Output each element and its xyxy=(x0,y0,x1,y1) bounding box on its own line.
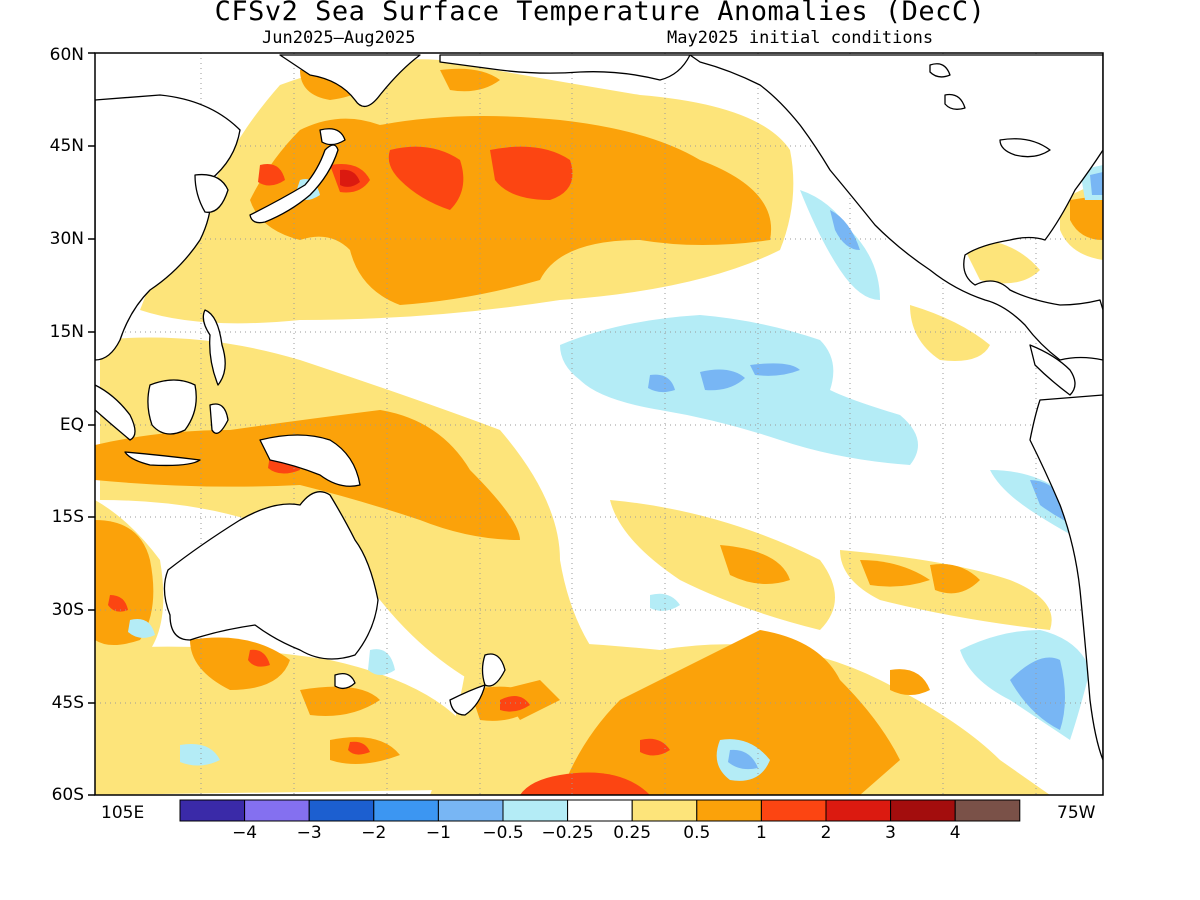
hokkaido-land xyxy=(319,128,346,146)
colorbar-label: 0.25 xyxy=(613,823,652,843)
alaska-land xyxy=(439,54,691,81)
lat-label-60s: 60S xyxy=(51,785,84,805)
colorbar-label: −4 xyxy=(232,823,258,843)
lon-label-west: 105E xyxy=(101,803,145,823)
java-land xyxy=(124,451,201,467)
sumatra-land xyxy=(95,384,136,441)
initial-conditions: May2025 initial conditions xyxy=(667,28,934,48)
colorbar-label: 0.5 xyxy=(683,823,711,843)
new-zealand-north-land xyxy=(481,653,506,687)
anomaly-hot xyxy=(108,80,1060,795)
colorbar xyxy=(179,799,1021,822)
colorbar-label: −0.5 xyxy=(482,823,524,843)
colorbar-label: 2 xyxy=(820,823,832,843)
central-america-land xyxy=(1029,344,1076,396)
north-america-land xyxy=(689,54,1103,361)
great-lakes xyxy=(999,138,1051,158)
sulawesi-land xyxy=(209,403,229,434)
south-america-land xyxy=(1029,394,1103,761)
borneo-land xyxy=(147,379,197,435)
asia-mainland-land xyxy=(95,94,241,361)
australia-land xyxy=(163,491,379,660)
colorbar-swatch xyxy=(244,799,310,822)
colorbar-label: −1 xyxy=(425,823,451,843)
colorbar-label: 4 xyxy=(949,823,961,843)
new-guinea-land xyxy=(259,434,361,487)
colorbar-swatch xyxy=(954,799,1021,822)
coastlines xyxy=(95,54,1103,761)
lat-label-15n: 15N xyxy=(49,322,84,342)
colorbar-swatch xyxy=(696,799,762,822)
colorbar-label: −2 xyxy=(361,823,387,843)
lat-label-15s: 15S xyxy=(51,507,84,527)
colorbar-swatch xyxy=(890,799,956,822)
lat-label-45s: 45S xyxy=(51,693,84,713)
colorbar-label: −3 xyxy=(296,823,322,843)
colorbar-label: 1 xyxy=(755,823,767,843)
colorbar-label: −0.25 xyxy=(541,823,594,843)
philippines-land xyxy=(202,309,226,386)
forecast-period: Jun2025–Aug2025 xyxy=(262,28,416,48)
lat-label-45n: 45N xyxy=(49,136,84,156)
colorbar-label: 3 xyxy=(885,823,897,843)
lon-label-east: 75W xyxy=(1057,803,1096,823)
lat-label-30n: 30N xyxy=(49,229,84,249)
tasmania-land xyxy=(334,672,356,690)
hudson-islands xyxy=(944,93,966,110)
axis-ticks xyxy=(88,52,95,796)
colorbar-swatch xyxy=(179,799,246,822)
anomaly-light-cool xyxy=(128,58,1103,781)
map-title: CFSv2 Sea Surface Temperature Anomalies … xyxy=(214,0,986,27)
colorbar-swatch xyxy=(825,799,892,822)
kamchatka-land xyxy=(279,54,421,107)
colorbar-swatch xyxy=(631,799,698,822)
colorbar-swatch xyxy=(567,799,633,822)
colorbar-swatch xyxy=(373,799,439,822)
lat-label-60n: 60N xyxy=(49,45,84,65)
korea-land xyxy=(194,173,229,213)
colorbar-swatch xyxy=(502,799,569,822)
colorbar-swatch xyxy=(760,799,827,822)
colorbar-swatch xyxy=(437,799,504,822)
lat-label-eq: EQ xyxy=(59,415,84,435)
colorbar-swatch xyxy=(308,799,375,822)
new-zealand-south-land xyxy=(449,684,486,716)
plot-frame xyxy=(94,52,1104,796)
lat-label-30s: 30S xyxy=(51,600,84,620)
japan-land xyxy=(249,144,339,224)
arctic-islands xyxy=(929,63,951,78)
